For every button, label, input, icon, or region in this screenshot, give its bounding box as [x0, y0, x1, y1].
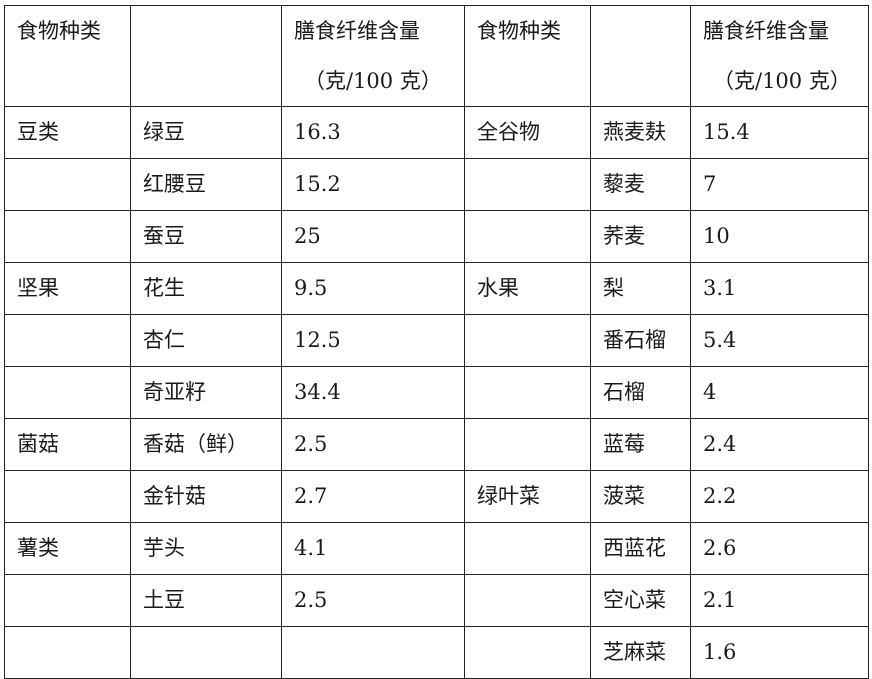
- cell-category-left: [4, 210, 131, 263]
- cell-category-left: [4, 314, 131, 367]
- cell-fiber-left: 2.5: [281, 574, 465, 627]
- table-row: 杏仁 12.5 番石榴 5.4: [4, 314, 869, 367]
- cell-fiber-right: 3.1: [690, 262, 869, 315]
- cell-category-right: [464, 158, 591, 211]
- cell-food-right: 菠菜: [590, 470, 691, 523]
- cell-category-right: [464, 522, 591, 575]
- cell-food-right: 梨: [590, 262, 691, 315]
- cell-food-left: 芋头: [130, 522, 282, 575]
- table-row: 土豆 2.5 空心菜 2.1: [4, 574, 869, 627]
- dietary-fiber-table: 食物种类 膳食纤维含量 （克/100 克） 食物种类 膳食纤维含量 （克/100 克…: [4, 5, 869, 679]
- cell-food-left: 金针菇: [130, 470, 282, 523]
- header-blank-right: [590, 5, 691, 107]
- header-fiber-right: 膳食纤维含量 （克/100 克）: [690, 5, 869, 107]
- table-row: 奇亚籽 34.4 石榴 4: [4, 366, 869, 419]
- cell-category-right: [464, 210, 591, 263]
- cell-fiber-right: 15.4: [690, 106, 869, 159]
- table-row: 蚕豆 25 荞麦 10: [4, 210, 869, 263]
- cell-food-right: 荞麦: [590, 210, 691, 263]
- header-fiber-line1: 膳食纤维含量: [294, 19, 420, 43]
- table-row: 菌菇 香菇（鲜） 2.5 蓝莓 2.4: [4, 418, 869, 471]
- header-blank-left: [130, 5, 282, 107]
- cell-category-left: 豆类: [4, 106, 131, 159]
- cell-food-right: 蓝莓: [590, 418, 691, 471]
- cell-category-right: 水果: [464, 262, 591, 315]
- cell-fiber-left: 2.7: [281, 470, 465, 523]
- cell-food-left: 花生: [130, 262, 282, 315]
- cell-category-right: [464, 418, 591, 471]
- cell-category-right: [464, 366, 591, 419]
- cell-food-left: 奇亚籽: [130, 366, 282, 419]
- cell-food-right: 藜麦: [590, 158, 691, 211]
- header-fiber-line1: 膳食纤维含量: [703, 19, 829, 43]
- cell-category-left: 薯类: [4, 522, 131, 575]
- cell-food-left: 红腰豆: [130, 158, 282, 211]
- cell-food-left: [130, 626, 282, 679]
- cell-food-left: 绿豆: [130, 106, 282, 159]
- cell-fiber-right: 2.4: [690, 418, 869, 471]
- table-row: 金针菇 2.7 绿叶菜 菠菜 2.2: [4, 470, 869, 523]
- table-row: 红腰豆 15.2 藜麦 7: [4, 158, 869, 211]
- cell-category-left: [4, 470, 131, 523]
- cell-fiber-right: 10: [690, 210, 869, 263]
- cell-category-right: 绿叶菜: [464, 470, 591, 523]
- table-row: 豆类 绿豆 16.3 全谷物 燕麦麸 15.4: [4, 106, 869, 159]
- cell-food-right: 燕麦麸: [590, 106, 691, 159]
- cell-fiber-left: 4.1: [281, 522, 465, 575]
- cell-category-right: [464, 626, 591, 679]
- cell-category-left: [4, 626, 131, 679]
- cell-fiber-left: 12.5: [281, 314, 465, 367]
- cell-food-right: 石榴: [590, 366, 691, 419]
- cell-category-left: 菌菇: [4, 418, 131, 471]
- cell-food-right: 西蓝花: [590, 522, 691, 575]
- cell-fiber-right: 7: [690, 158, 869, 211]
- cell-fiber-left: 25: [281, 210, 465, 263]
- cell-category-right: [464, 574, 591, 627]
- cell-food-right: 空心菜: [590, 574, 691, 627]
- cell-fiber-right: 2.1: [690, 574, 869, 627]
- cell-fiber-right: 2.6: [690, 522, 869, 575]
- cell-food-left: 土豆: [130, 574, 282, 627]
- table-row: 芝麻菜 1.6: [4, 626, 869, 679]
- table-row: 薯类 芋头 4.1 西蓝花 2.6: [4, 522, 869, 575]
- cell-category-left: 坚果: [4, 262, 131, 315]
- cell-fiber-left: [281, 626, 465, 679]
- header-fiber-left: 膳食纤维含量 （克/100 克）: [281, 5, 465, 107]
- header-fiber-line2: （克/100 克）: [713, 69, 851, 93]
- cell-food-left: 杏仁: [130, 314, 282, 367]
- cell-category-right: [464, 314, 591, 367]
- cell-fiber-right: 4: [690, 366, 869, 419]
- cell-category-left: [4, 158, 131, 211]
- cell-category-right: 全谷物: [464, 106, 591, 159]
- cell-food-left: 香菇（鲜）: [130, 418, 282, 471]
- cell-fiber-left: 16.3: [281, 106, 465, 159]
- cell-fiber-left: 9.5: [281, 262, 465, 315]
- header-fiber-line2: （克/100 克）: [304, 69, 442, 93]
- cell-fiber-right: 2.2: [690, 470, 869, 523]
- header-category-left: 食物种类: [4, 5, 131, 107]
- header-row: 食物种类 膳食纤维含量 （克/100 克） 食物种类 膳食纤维含量 （克/100 克…: [4, 5, 869, 107]
- header-category-right: 食物种类: [464, 5, 591, 107]
- cell-fiber-right: 5.4: [690, 314, 869, 367]
- cell-food-right: 芝麻菜: [590, 626, 691, 679]
- cell-fiber-right: 1.6: [690, 626, 869, 679]
- cell-category-left: [4, 574, 131, 627]
- table-row: 坚果 花生 9.5 水果梨 3.1: [4, 262, 869, 315]
- cell-fiber-left: 2.5: [281, 418, 465, 471]
- cell-fiber-left: 15.2: [281, 158, 465, 211]
- cell-category-left: [4, 366, 131, 419]
- cell-fiber-left: 34.4: [281, 366, 465, 419]
- cell-food-left: 蚕豆: [130, 210, 282, 263]
- cell-food-right: 番石榴: [590, 314, 691, 367]
